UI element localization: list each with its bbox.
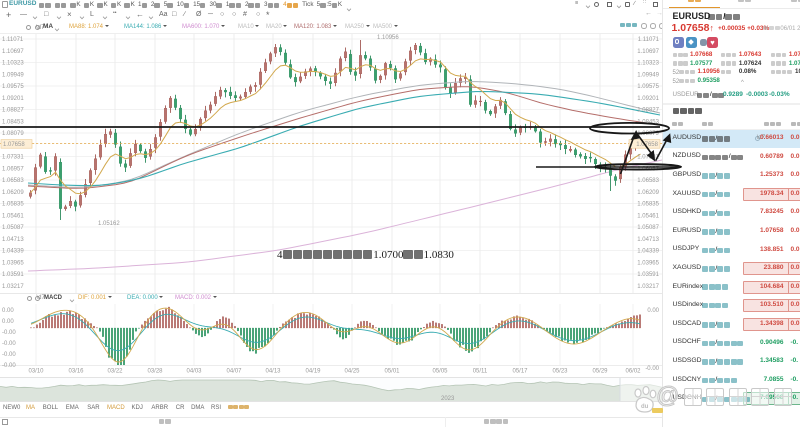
svg-text:1.06957: 1.06957	[2, 166, 24, 172]
svg-text:1.09201: 1.09201	[2, 96, 24, 102]
svg-text:1.03217: 1.03217	[2, 284, 24, 290]
svg-text:-0.00: -0.00	[2, 363, 16, 369]
svg-text:1.06209: 1.06209	[637, 190, 659, 196]
svg-text:05/11: 05/11	[473, 369, 488, 375]
svg-text:1.06583: 1.06583	[2, 178, 24, 184]
svg-text:1.09575: 1.09575	[2, 84, 24, 90]
svg-text:1.09949: 1.09949	[637, 72, 659, 78]
svg-text:1.08079: 1.08079	[2, 131, 24, 137]
svg-text:0.00: 0.00	[647, 308, 659, 314]
svg-text:1.10323: 1.10323	[637, 61, 659, 67]
svg-text:1.03591: 1.03591	[637, 272, 659, 278]
svg-text:1.03965: 1.03965	[637, 260, 659, 266]
svg-text:1.05162: 1.05162	[98, 221, 120, 227]
svg-text:-0.00: -0.00	[2, 330, 16, 336]
svg-text:1.11071: 1.11071	[638, 37, 660, 43]
svg-text:2023: 2023	[441, 396, 455, 402]
svg-text:1.03965: 1.03965	[2, 260, 24, 266]
svg-text:1.05835: 1.05835	[2, 202, 24, 208]
svg-text:1.07658: 1.07658	[636, 142, 658, 148]
svg-text:04/25: 04/25	[344, 369, 360, 375]
svg-text:06/02: 06/02	[625, 369, 641, 375]
svg-text:1.09949: 1.09949	[2, 72, 24, 78]
svg-text:03/28: 03/28	[147, 369, 163, 375]
svg-text:04/03: 04/03	[186, 369, 202, 375]
svg-text:05/23: 05/23	[552, 369, 568, 375]
svg-text:05/17: 05/17	[512, 369, 528, 375]
svg-text:1.07331: 1.07331	[637, 155, 659, 161]
svg-text:1.09201: 1.09201	[637, 96, 659, 102]
svg-text:0.00: 0.00	[2, 319, 14, 325]
svg-text:-0.00: -0.00	[645, 366, 659, 372]
svg-text:1.08453: 1.08453	[2, 119, 24, 125]
svg-text:1.03591: 1.03591	[2, 272, 24, 278]
svg-text:1.06209: 1.06209	[2, 190, 24, 196]
svg-text:1.10697: 1.10697	[637, 49, 659, 55]
svg-text:1.04339: 1.04339	[2, 249, 24, 255]
svg-text:1.10956: 1.10956	[377, 35, 399, 41]
svg-text:04/07: 04/07	[226, 369, 242, 375]
svg-text:du: du	[641, 404, 649, 410]
svg-text:1.04339: 1.04339	[637, 249, 659, 255]
svg-text:1.04713: 1.04713	[637, 237, 659, 243]
svg-text:04/13: 04/13	[265, 369, 281, 375]
svg-text:-0.00: -0.00	[2, 341, 16, 347]
svg-text:0.00: 0.00	[2, 308, 14, 314]
svg-text:05/05: 05/05	[432, 369, 448, 375]
svg-text:03/10: 03/10	[28, 369, 44, 375]
svg-text:1.03217: 1.03217	[637, 284, 659, 290]
svg-text:1.11071: 1.11071	[2, 37, 24, 43]
svg-text:1.08079: 1.08079	[637, 131, 659, 137]
svg-text:03/16: 03/16	[68, 369, 84, 375]
svg-text:1.07331: 1.07331	[2, 155, 24, 161]
svg-text:1.08453: 1.08453	[637, 119, 659, 125]
svg-text:1.07658: 1.07658	[3, 142, 25, 148]
svg-text:04/19: 04/19	[305, 369, 321, 375]
svg-text:1.06583: 1.06583	[637, 178, 659, 184]
svg-text:1.04713: 1.04713	[2, 237, 24, 243]
svg-text:1.05087: 1.05087	[637, 225, 659, 231]
svg-text:1.05461: 1.05461	[2, 213, 24, 219]
svg-text:1.08827: 1.08827	[637, 108, 659, 114]
svg-text:1.10697: 1.10697	[2, 49, 24, 55]
svg-text:1.10323: 1.10323	[2, 61, 24, 67]
svg-text:05/29: 05/29	[592, 369, 608, 375]
svg-text:05/01: 05/01	[384, 369, 400, 375]
svg-text:1.09575: 1.09575	[637, 84, 659, 90]
svg-text:-0.00: -0.00	[2, 352, 16, 358]
svg-text:1.05835: 1.05835	[637, 202, 659, 208]
svg-text:1.08827: 1.08827	[2, 108, 24, 114]
svg-text:1.05087: 1.05087	[2, 225, 24, 231]
svg-text:03/22: 03/22	[107, 369, 123, 375]
svg-text:1.05461: 1.05461	[637, 213, 659, 219]
